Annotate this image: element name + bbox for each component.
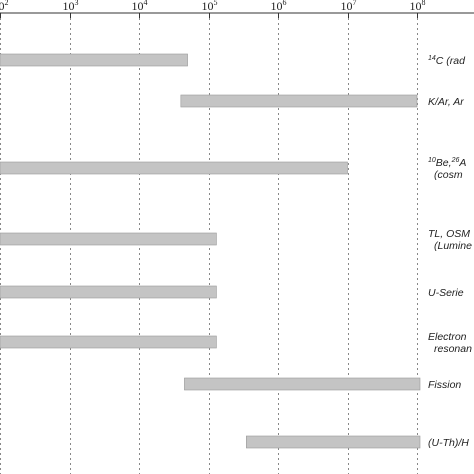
range-bar — [246, 435, 421, 449]
method-label: TL, OSM — [428, 228, 470, 240]
x-tick-label: 102 — [0, 0, 9, 13]
method-label: (cosm — [434, 169, 463, 181]
range-bar — [184, 377, 421, 391]
method-label: 14C (rad — [428, 55, 466, 67]
x-tick-label: 107 — [341, 0, 357, 13]
method-label: U-Serie — [428, 287, 464, 299]
method-label: (Lumine — [434, 240, 472, 252]
x-tick-label: 106 — [271, 0, 287, 13]
method-label: Electron — [428, 331, 467, 343]
method-label: resonan — [434, 343, 472, 355]
range-bar — [0, 335, 217, 349]
method-label: (U-Th)/H — [428, 437, 469, 449]
x-tick-label: 108 — [410, 0, 426, 13]
range-bar — [0, 161, 348, 175]
method-label: Fission — [428, 379, 461, 391]
range-bar — [0, 285, 217, 299]
x-tick-label: 104 — [132, 0, 148, 13]
range-bar — [0, 232, 217, 246]
method-label: K/Ar, Ar — [428, 96, 464, 108]
range-bar — [0, 53, 188, 67]
method-range-bars — [0, 53, 421, 449]
method-labels: 14C (rad K/Ar, Ar 10Be,26A(cosm TL, OSM(Lum… — [428, 55, 472, 449]
method-label: 10Be,26A — [428, 157, 466, 169]
x-axis: 102 103 104 105 106 107 108 — [0, 0, 474, 18]
range-bar — [180, 94, 418, 108]
x-tick-label: 103 — [63, 0, 79, 13]
x-tick-label: 105 — [202, 0, 218, 13]
